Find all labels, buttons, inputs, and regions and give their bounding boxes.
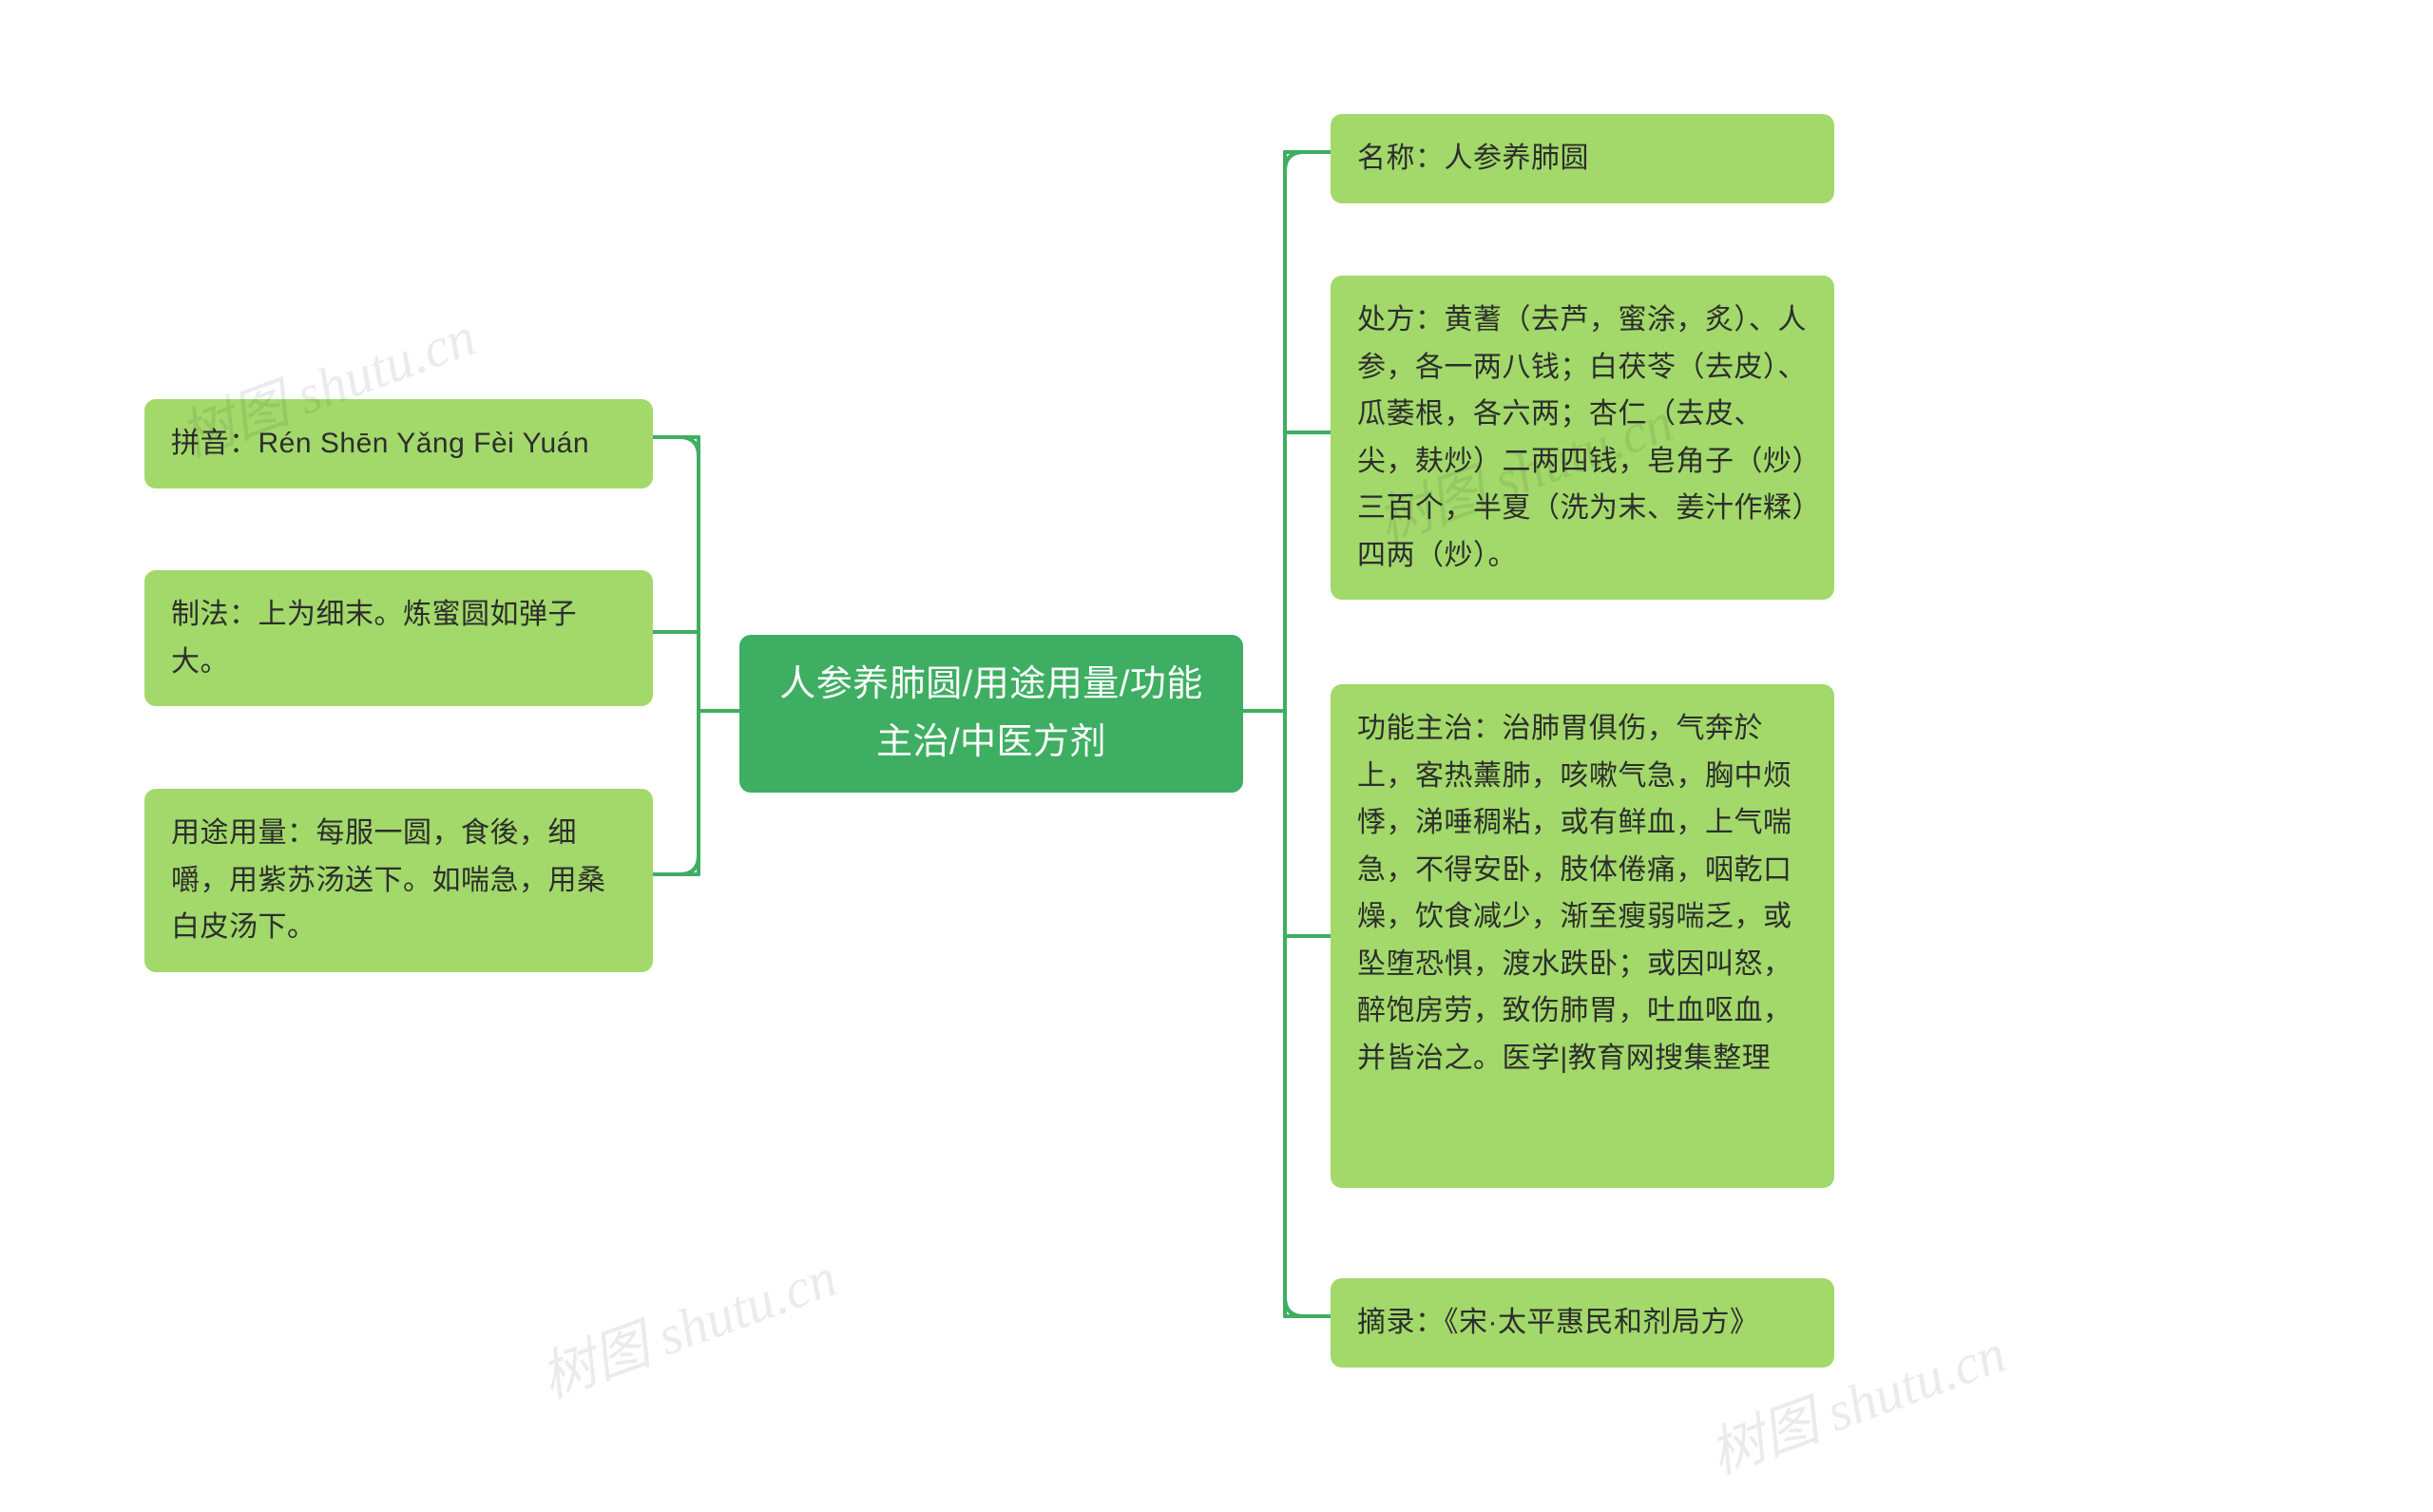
watermark: 树图 shutu.cn — [527, 1233, 846, 1413]
node-preparation[interactable]: 制法：上为细末。炼蜜圆如弹子大。 — [144, 570, 653, 706]
node-text: 制法：上为细末。炼蜜圆如弹子大。 — [171, 599, 577, 678]
node-text: 功能主治：治肺胃俱伤，气奔於上，客热薰肺，咳嗽气急，胸中烦悸，涕唾稠粘，或有鲜血… — [1357, 713, 1792, 1074]
node-usage[interactable]: 用途用量：每服一圆，食後，细嚼，用紫苏汤送下。如喘急，用桑白皮汤下。 — [144, 789, 653, 972]
node-text: 摘录：《宋·太平惠民和剂局方》 — [1357, 1307, 1759, 1338]
root-node[interactable]: 人参养肺圆/用途用量/功能主治/中医方剂 — [739, 635, 1243, 793]
mindmap-canvas: 人参养肺圆/用途用量/功能主治/中医方剂 拼音：Rén Shēn Yǎng Fè… — [0, 0, 2433, 1512]
node-functions[interactable]: 功能主治：治肺胃俱伤，气奔於上，客热薰肺，咳嗽气急，胸中烦悸，涕唾稠粘，或有鲜血… — [1331, 684, 1834, 1188]
root-label: 人参养肺圆/用途用量/功能主治/中医方剂 — [766, 656, 1216, 772]
node-excerpt[interactable]: 摘录：《宋·太平惠民和剂局方》 — [1331, 1278, 1834, 1368]
node-prescription[interactable]: 处方：黄蓍（去芦，蜜涂，炙）、人参，各一两八钱；白茯苓（去皮）、瓜萎根，各六两；… — [1331, 276, 1834, 600]
node-pinyin[interactable]: 拼音：Rén Shēn Yǎng Fèi Yuán — [144, 399, 653, 488]
node-text: 名称：人参养肺圆 — [1357, 143, 1589, 174]
node-text: 用途用量：每服一圆，食後，细嚼，用紫苏汤送下。如喘急，用桑白皮汤下。 — [171, 817, 606, 943]
node-text: 处方：黄蓍（去芦，蜜涂，炙）、人参，各一两八钱；白茯苓（去皮）、瓜萎根，各六两；… — [1357, 304, 1807, 571]
node-name[interactable]: 名称：人参养肺圆 — [1331, 114, 1834, 203]
node-text: 拼音：Rén Shēn Yǎng Fèi Yuán — [171, 428, 589, 459]
